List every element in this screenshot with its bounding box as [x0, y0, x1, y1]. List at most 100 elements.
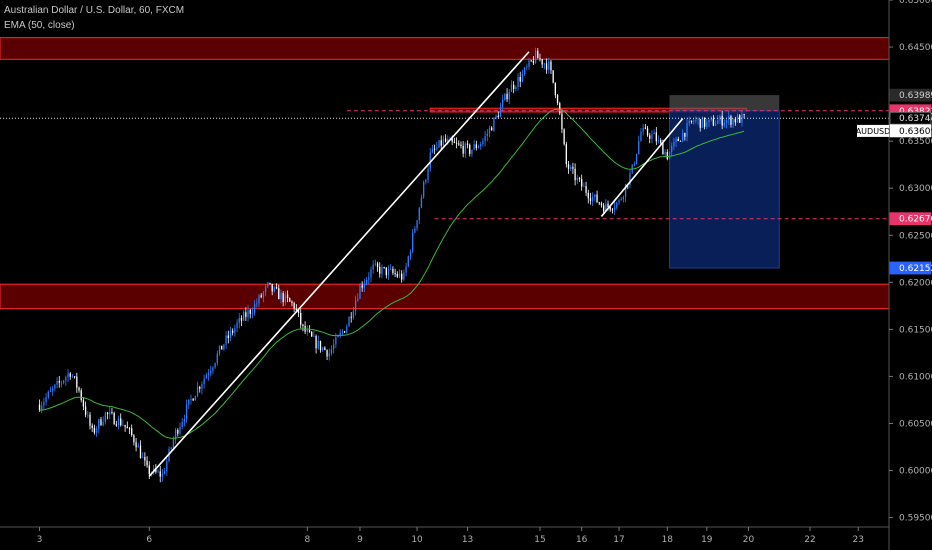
candle-body-306 — [710, 118, 712, 120]
candle-body-104 — [267, 282, 269, 287]
candle-body-138 — [341, 331, 344, 333]
candle-body-65 — [181, 421, 183, 427]
candle-body-293 — [682, 132, 684, 142]
candle-body-196 — [469, 144, 471, 154]
candle-body-170 — [412, 232, 414, 252]
candle-body-181 — [436, 147, 438, 150]
candle-body-54 — [157, 471, 159, 473]
candle-body-282 — [657, 140, 660, 142]
candle-body-246 — [578, 177, 581, 180]
candle-body-34 — [113, 413, 115, 425]
candle-body-283 — [660, 140, 662, 143]
candle-body-261 — [611, 209, 614, 211]
candle-body-256 — [600, 203, 603, 206]
candle-body-7 — [54, 384, 56, 389]
candle-body-279 — [651, 134, 653, 139]
candle-body-143 — [352, 311, 355, 318]
candle-body-99 — [256, 303, 258, 305]
candle-body-42 — [131, 428, 133, 436]
time-tick-label-10: 19 — [701, 535, 713, 545]
ema-line — [39, 108, 745, 439]
candle-body-156 — [381, 266, 383, 274]
candle-body-242 — [570, 166, 572, 169]
candle-body-167 — [405, 266, 407, 273]
candle-body-67 — [185, 404, 188, 419]
candle-body-75 — [203, 378, 205, 385]
candle-body-223 — [528, 60, 530, 67]
candle-body-41 — [128, 428, 131, 429]
candle-body-236 — [556, 95, 559, 104]
time-tick-label-4: 10 — [411, 535, 423, 545]
price-label-1: 0.63823 — [899, 107, 932, 117]
candle-body-202 — [482, 141, 484, 145]
candle-body-277 — [646, 128, 649, 136]
candle-body-141 — [348, 316, 350, 327]
candle-body-144 — [354, 300, 357, 312]
candle-body-12 — [65, 377, 67, 381]
candle-body-267 — [624, 184, 627, 197]
ema-50-line — [39, 108, 745, 439]
price-label-bg-3 — [889, 124, 932, 138]
candle-body-179 — [431, 148, 434, 153]
candle-body-120 — [302, 324, 304, 326]
candle-body-276 — [644, 127, 647, 129]
candle-body-264 — [618, 200, 620, 203]
candle-body-113 — [286, 294, 289, 299]
candle-body-254 — [596, 194, 598, 203]
candle-body-292 — [679, 140, 682, 142]
candle-body-296 — [688, 120, 690, 124]
candle-body-83 — [221, 345, 223, 350]
candle-body-203 — [484, 135, 486, 142]
candlesticks — [38, 47, 745, 483]
candle-body-308 — [714, 124, 717, 126]
candle-body-165 — [401, 273, 403, 280]
candle-body-2 — [43, 401, 45, 406]
candle-body-152 — [372, 264, 374, 270]
candle-body-149 — [365, 279, 368, 284]
candle-body-319 — [739, 115, 741, 123]
candle-body-211 — [502, 99, 504, 107]
candle-body-234 — [552, 70, 554, 83]
candle-body-317 — [734, 119, 737, 123]
candle-body-81 — [216, 353, 218, 363]
time-tick-label-3: 9 — [357, 535, 363, 545]
candle-body-222 — [526, 66, 528, 68]
candle-body-5 — [49, 390, 52, 392]
candle-body-199 — [475, 144, 477, 149]
candle-body-44 — [135, 442, 137, 448]
candle-body-135 — [335, 337, 337, 345]
candle-body-168 — [407, 256, 409, 267]
candle-body-188 — [451, 138, 453, 142]
candle-body-86 — [227, 335, 229, 338]
candle-body-127 — [317, 340, 319, 349]
price-axis[interactable]: 0.650000.645000.640000.635000.630000.625… — [888, 0, 932, 550]
candle-body-114 — [289, 298, 291, 302]
time-tick-label-6: 15 — [534, 535, 545, 545]
candle-body-82 — [218, 345, 221, 354]
candle-body-295 — [686, 123, 688, 137]
candle-body-112 — [284, 294, 287, 303]
candle-body-307 — [712, 118, 715, 126]
candle-body-318 — [736, 115, 739, 123]
candle-body-303 — [703, 117, 706, 127]
candle-body-22 — [87, 414, 89, 416]
candle-body-103 — [264, 286, 267, 293]
candle-body-20 — [82, 400, 85, 407]
candle-body-243 — [572, 166, 574, 169]
candle-body-173 — [418, 207, 420, 221]
zone-0 — [0, 37, 890, 60]
candle-body-139 — [343, 331, 346, 333]
time-tick-label-2: 8 — [304, 535, 310, 545]
candle-body-8 — [56, 381, 58, 385]
price-label-bg-4 — [889, 212, 932, 226]
candle-body-158 — [385, 267, 387, 276]
candle-body-321 — [743, 114, 745, 115]
candle-body-232 — [548, 61, 550, 70]
time-axis[interactable]: 3 6 8 9 10 13 15 16 17 18 19 20 22 23 — [0, 526, 889, 545]
price-label-5: 0.62152 — [899, 264, 932, 274]
candle-body-142 — [350, 316, 352, 318]
candle-body-128 — [319, 340, 322, 351]
price-tick-label-11: 0.59500 — [899, 514, 932, 524]
